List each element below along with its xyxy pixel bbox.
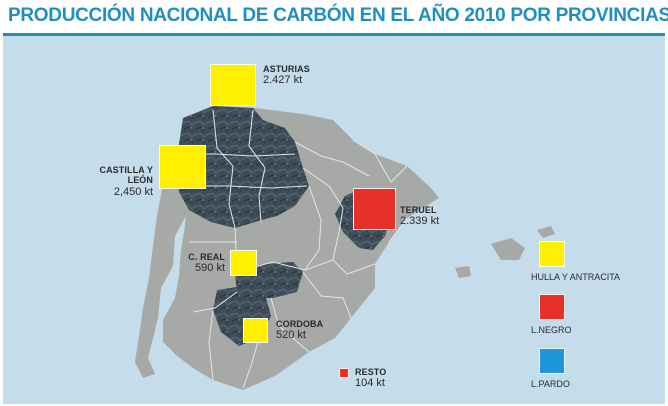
cordoba-label: CORDOBA 520 kt: [276, 319, 323, 342]
portugal-landmass: [135, 184, 187, 378]
legend-lignito-negro-swatch: [539, 294, 565, 320]
c-real-label: C. REAL 590 kt: [173, 252, 225, 275]
mallorca-island: [491, 238, 525, 260]
teruel-label: TERUEL 2.339 kt: [400, 205, 439, 228]
castilla-y-leon-value: 2,450 kt: [113, 185, 153, 198]
resto-label: RESTO 104 kt: [355, 367, 386, 390]
legend-hulla-antracita-swatch: [539, 241, 565, 267]
province-borders: [179, 109, 408, 389]
cordoba-name: CORDOBA: [276, 319, 324, 329]
map-panel: ASTURIAS 2.427 kt CASTILLA Y LEÓN 2,450 …: [3, 36, 665, 404]
asturias-name: ASTURIAS: [263, 64, 310, 74]
cordoba-value: 520 kt: [276, 329, 306, 342]
castilla-y-leon-label: CASTILLA Y LEÓN 2,450 kt: [73, 165, 153, 198]
asturias-castilla-coal-region: [179, 106, 309, 228]
resto-value: 104 kt: [355, 377, 385, 390]
legend-lignito-pardo-label: L.PARDO: [531, 379, 570, 389]
title-rule: [3, 33, 665, 36]
castilla-y-leon-name: CASTILLA Y LEÓN: [99, 165, 153, 186]
asturias-marker: [210, 64, 256, 106]
resto-marker: [339, 368, 349, 378]
ibiza-island: [455, 266, 471, 278]
asturias-label: ASTURIAS 2.427 kt: [263, 64, 310, 87]
c-real-name: C. REAL: [188, 252, 225, 262]
legend-lignito-negro-label: L.NEGRO: [531, 325, 572, 335]
c-real-marker: [230, 250, 257, 276]
teruel-marker: [353, 188, 396, 230]
legend-hulla-antracita-label: HULLA Y ANTRACITA: [531, 272, 621, 282]
asturias-value: 2.427 kt: [263, 74, 303, 87]
spain-map: [3, 36, 665, 404]
legend-lignito-pardo-swatch: [539, 348, 565, 374]
teruel-name: TERUEL: [400, 205, 437, 215]
castilla-y-leon-marker: [159, 145, 206, 189]
c-real-value: 590 kt: [195, 262, 225, 275]
menorca-island: [537, 226, 555, 238]
cordoba-marker: [243, 318, 268, 343]
map-title: PRODUCCIÓN NACIONAL DE CARBÓN EN EL AÑO …: [8, 5, 668, 26]
teruel-value: 2.339 kt: [400, 215, 440, 228]
resto-name: RESTO: [355, 367, 387, 377]
